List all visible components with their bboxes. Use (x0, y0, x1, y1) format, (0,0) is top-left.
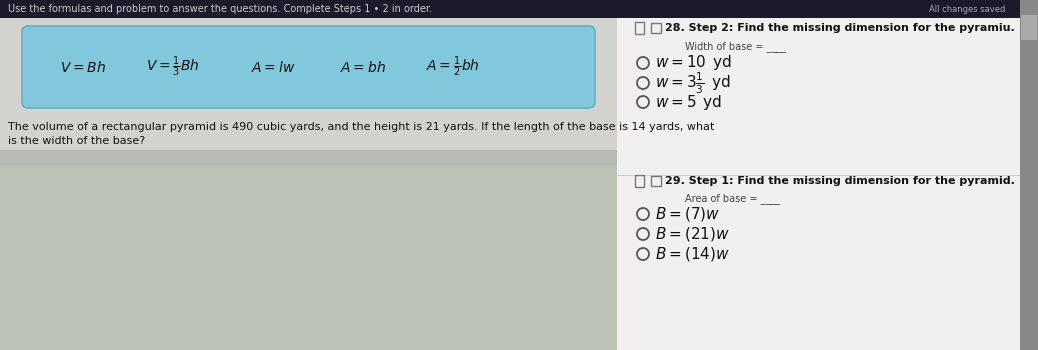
Bar (1021, 15, 1037, 40)
Bar (0, 165, 617, 350)
Text: 28. Step 2: Find the missing dimension for the pyramiu.: 28. Step 2: Find the missing dimension f… (665, 23, 1015, 33)
Text: Use the formulas and problem to answer the questions. Complete Steps 1 • 2 in or: Use the formulas and problem to answer t… (8, 4, 432, 14)
Text: $w = 3\frac{1}{3}\;\,\mathrm{yd}$: $w = 3\frac{1}{3}\;\,\mathrm{yd}$ (655, 70, 731, 96)
Text: The volume of a rectangular pyramid is 490 cubic yards, and the height is 21 yar: The volume of a rectangular pyramid is 4… (8, 122, 714, 132)
Text: $A = \frac{1}{2}bh$: $A = \frac{1}{2}bh$ (426, 55, 480, 79)
Text: Area of base = ____: Area of base = ____ (685, 194, 781, 204)
Bar (0, 18, 617, 350)
Text: All changes saved: All changes saved (929, 5, 1005, 14)
Bar (635, 175, 644, 187)
Text: $B = (7)w$: $B = (7)w$ (655, 205, 720, 223)
Text: is the width of the base?: is the width of the base? (8, 136, 145, 146)
Bar (651, 23, 661, 33)
Text: $V = \frac{1}{3}Bh$: $V = \frac{1}{3}Bh$ (146, 55, 200, 79)
Bar (0, 18, 617, 150)
Bar (635, 22, 644, 34)
FancyBboxPatch shape (22, 26, 595, 108)
Text: 29. Step 1: Find the missing dimension for the pyramid.: 29. Step 1: Find the missing dimension f… (665, 176, 1015, 186)
Bar (617, 18, 1020, 350)
Text: $w = 5\;\,\mathrm{yd}$: $w = 5\;\,\mathrm{yd}$ (655, 92, 721, 112)
Bar (0, 150, 617, 350)
Text: $V = Bh$: $V = Bh$ (60, 60, 106, 75)
Text: $B = (14)w$: $B = (14)w$ (655, 245, 730, 263)
Text: $B = (21)w$: $B = (21)w$ (655, 225, 730, 243)
Text: $A = lw$: $A = lw$ (251, 60, 295, 75)
Text: $w = 10\;\,\mathrm{yd}$: $w = 10\;\,\mathrm{yd}$ (655, 54, 732, 72)
Bar (0, 0, 1038, 18)
Bar (1020, 0, 1038, 350)
Text: $A = bh$: $A = bh$ (340, 60, 386, 75)
Bar (651, 176, 661, 186)
Text: Width of base = ____: Width of base = ____ (685, 42, 786, 52)
